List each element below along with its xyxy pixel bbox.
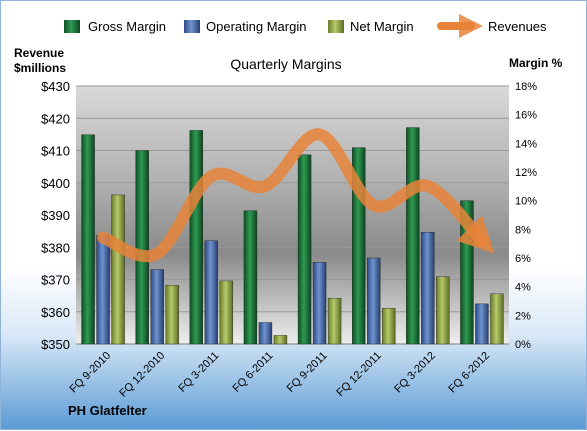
left-tick-label: $350	[41, 337, 70, 352]
bars	[81, 127, 504, 345]
x-tick-label: FQ 12-2011	[334, 350, 383, 399]
left-tick-label: $410	[41, 144, 70, 159]
legend-swatch-net-margin	[328, 20, 344, 33]
legend-label-net-margin: Net Margin	[350, 19, 414, 34]
bar-operating-margin-4	[258, 322, 273, 345]
left-tick-label: $360	[41, 305, 70, 320]
right-tick-label: 0%	[515, 339, 531, 351]
bar-gross-margin-3	[189, 130, 204, 345]
bar-net-margin-8	[490, 293, 504, 345]
bar-operating-margin-7	[421, 231, 435, 345]
left-tick-label: $420	[41, 111, 70, 126]
x-tick-label: FQ 9-2011	[285, 350, 330, 395]
left-tick-label: $430	[41, 79, 70, 94]
revenues-line	[97, 128, 495, 263]
legend: Gross Margin Operating Margin Net Margin…	[64, 14, 547, 38]
x-axis-ticks: FQ 9-2010 FQ 12-2010 FQ 3-2011 FQ 6-2011 FQ …	[68, 350, 493, 400]
legend-label-gross-margin: Gross Margin	[88, 19, 166, 34]
left-tick-label: $370	[41, 273, 70, 288]
bar-net-margin-3	[219, 280, 234, 345]
bar-net-margin-5	[327, 297, 342, 345]
left-axis-label-line1: Revenue	[14, 46, 64, 60]
left-tick-label: $390	[41, 208, 70, 223]
chart-title: Quarterly Margins	[230, 56, 341, 72]
bar-operating-margin-6	[366, 257, 381, 345]
bar-gross-margin-2	[135, 150, 149, 345]
bar-gross-margin-5	[297, 154, 312, 345]
legend-swatch-gross-margin	[64, 20, 80, 33]
bar-gross-margin-1	[81, 134, 95, 345]
right-axis-label: Margin %	[509, 56, 563, 70]
bar-net-margin-1	[111, 194, 125, 345]
legend-label-revenues: Revenues	[488, 19, 547, 34]
right-tick-label: 12%	[515, 167, 537, 179]
bar-net-margin-4	[273, 335, 288, 345]
bar-operating-margin-1	[96, 234, 110, 345]
legend-swatch-operating-margin	[184, 20, 200, 33]
x-tick-label: FQ 3-2011	[176, 350, 221, 395]
bar-gross-margin-7	[406, 127, 420, 345]
right-tick-label: 6%	[515, 253, 531, 265]
bar-operating-margin-3	[204, 240, 219, 345]
right-tick-label: 10%	[515, 196, 537, 208]
right-tick-label: 4%	[515, 282, 531, 294]
legend-label-operating-margin: Operating Margin	[206, 19, 306, 34]
bar-net-margin-2	[165, 285, 179, 345]
right-tick-label: 8%	[515, 224, 531, 236]
right-tick-label: 18%	[515, 81, 537, 93]
x-tick-label: FQ 6-2011	[230, 350, 275, 395]
x-tick-label: FQ 6-2012	[446, 350, 492, 396]
x-tick-label: FQ 3-2012	[392, 350, 438, 396]
bar-operating-margin-8	[475, 303, 489, 345]
left-axis-ticks: $350 $360 $370 $380 $390 $400 $410 $420 $430	[41, 79, 70, 352]
x-tick-label: FQ 12-2010	[117, 350, 167, 400]
right-tick-label: 2%	[515, 310, 531, 322]
left-tick-label: $400	[41, 176, 70, 191]
right-tick-label: 14%	[515, 138, 537, 150]
left-axis-label-line2: $millions	[14, 61, 66, 75]
bar-gross-margin-4	[243, 210, 258, 345]
bar-net-margin-6	[381, 307, 396, 345]
right-tick-label: 16%	[515, 110, 537, 122]
bar-operating-margin-2	[150, 269, 164, 345]
bar-net-margin-7	[436, 276, 450, 345]
company-name: PH Glatfelter	[68, 403, 147, 418]
right-axis-ticks: 0% 2% 4% 6% 8% 10% 12% 14% 16% 18%	[515, 81, 537, 351]
x-tick-label: FQ 9-2010	[68, 350, 114, 396]
left-tick-label: $380	[41, 240, 70, 255]
bar-operating-margin-5	[312, 262, 327, 345]
